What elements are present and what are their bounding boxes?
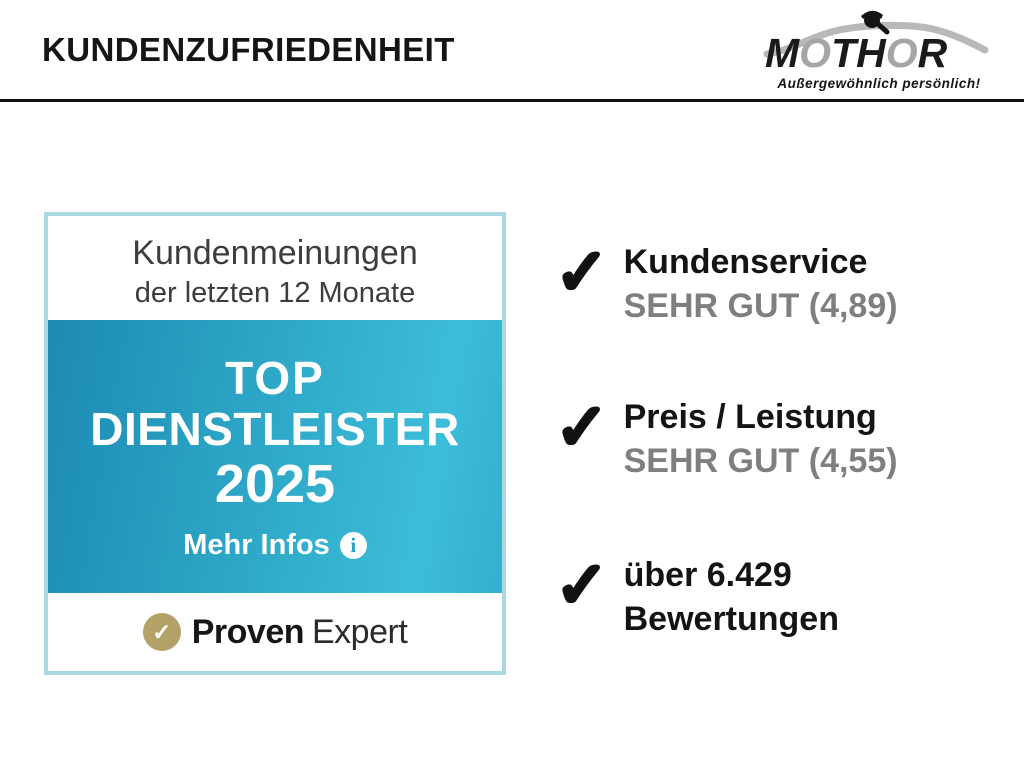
brand-letter: O (885, 30, 918, 76)
brand-letter: T (831, 30, 857, 76)
proven-expert-name-bold: Proven (191, 612, 305, 651)
rating-label-line2: Bewertungen (623, 600, 839, 638)
proven-expert-check-icon: ✓ (142, 613, 181, 651)
brand-letter: H (856, 30, 886, 76)
badge-award-panel: TOP DIENSTLEISTER 2025 Mehr Infos i (48, 320, 502, 593)
rating-item-bewertungen: ✓ über 6.429 Bewertungen (554, 549, 839, 641)
badge-heading-line2: der letzten 12 Monate (134, 277, 416, 309)
rating-label: Preis / Leistung (623, 398, 877, 436)
rating-label: Kundenservice (623, 243, 868, 281)
rating-value: SEHR GUT (4,55) (623, 442, 898, 480)
rating-value: SEHR GUT (4,89) (623, 287, 898, 325)
award-title-top: TOP (225, 352, 325, 404)
brand-name: MOTHOR (765, 30, 995, 77)
chauffeur-figure-icon (861, 10, 890, 35)
brand-letter: R (917, 30, 948, 76)
more-info-link[interactable]: Mehr Infos i (48, 529, 502, 562)
badge-heading: Kundenmeinungen der letzten 12 Monate (48, 216, 502, 320)
checkmark-icon: ✓ (554, 549, 610, 621)
proven-expert-badge: Kundenmeinungen der letzten 12 Monate TO… (44, 212, 506, 675)
checkmark-icon: ✓ (554, 236, 610, 308)
brand-letter: M (765, 30, 800, 76)
award-title-main: DIENSTLEISTER (90, 402, 460, 455)
checkmark-icon: ✓ (554, 391, 610, 463)
rating-item-preis-leistung: ✓ Preis / Leistung SEHR GUT (4,55) (554, 391, 898, 483)
header-divider (0, 99, 1024, 102)
badge-heading-line1: Kundenmeinungen (132, 234, 418, 273)
proven-expert-name-regular: Expert (312, 612, 408, 651)
brand-letter: O (799, 30, 832, 76)
page-title: KUNDENZUFRIEDENHEIT (42, 31, 455, 68)
info-icon[interactable]: i (339, 531, 367, 559)
more-info-label[interactable]: Mehr Infos (183, 528, 330, 561)
rating-item-kundenservice: ✓ Kundenservice SEHR GUT (4,89) (554, 236, 898, 328)
proven-expert-logo: ✓ Proven Expert (48, 593, 502, 671)
brand-tagline: Außergewöhnlich persönlich! (777, 76, 981, 91)
company-logo: MOTHOR Außergewöhnlich persönlich! (755, 4, 995, 96)
rating-label: über 6.429 (623, 556, 792, 594)
award-year: 2025 (214, 454, 336, 515)
